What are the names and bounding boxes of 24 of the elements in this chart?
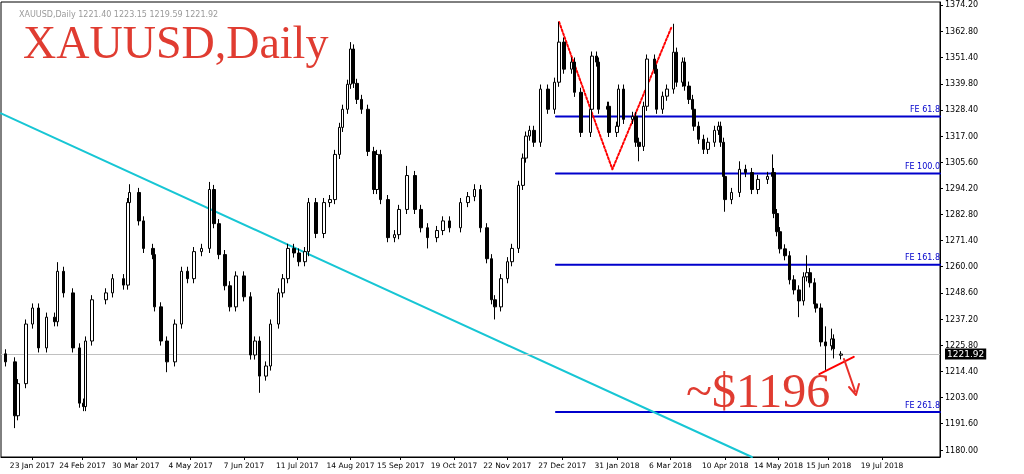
y-tick-label: 1317.00	[945, 131, 979, 141]
y-tick-label: 1271.40	[945, 236, 979, 246]
y-tick-label: 1305.60	[945, 157, 979, 167]
series-label: FE 161.8	[904, 253, 940, 263]
y-tick-label: 1237.20	[945, 314, 979, 324]
y-tick-label: 1282.80	[945, 209, 979, 219]
y-tick-label: 1374.20	[945, 0, 979, 10]
y-tick-label: 1339.80	[945, 79, 979, 89]
y-tick-label: 1225.80	[945, 340, 979, 350]
ref-line-label: 1221.92	[947, 349, 985, 360]
y-tick-label: 1351.40	[945, 52, 979, 62]
annotation: ~$1196	[686, 363, 831, 417]
y-tick-label: 1362.80	[945, 26, 979, 36]
y-tick-label: 1180.00	[945, 445, 979, 455]
y-tick-label: 1260.00	[945, 262, 979, 272]
y-tick-label: 1203.00	[945, 392, 979, 402]
y-tick-label: 1214.40	[945, 366, 979, 376]
y-tick-label: 1191.60	[945, 419, 979, 429]
y-tick-label: 1248.60	[945, 288, 979, 298]
y-tick-label: 1294.20	[945, 183, 979, 193]
series-label: FE 61.8	[909, 104, 940, 114]
series-label: FE 261.8	[904, 400, 940, 410]
y-tick-label: 1328.40	[945, 105, 979, 115]
series-label: FE 100.0	[904, 161, 940, 171]
